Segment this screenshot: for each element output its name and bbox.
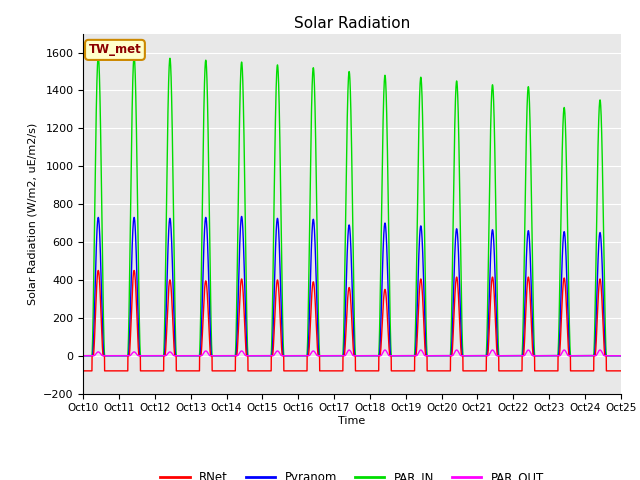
PAR_IN [334, 353, 342, 359]
Pyranom [595, 252, 602, 258]
RNet [262, 368, 270, 374]
PAR_IN [95, 53, 102, 59]
Pyranom [617, 353, 625, 359]
RNet [95, 267, 102, 273]
Line: Pyranom: Pyranom [83, 216, 621, 356]
Pyranom [237, 214, 245, 219]
PAR_IN [595, 134, 602, 140]
Title: Solar Radiation: Solar Radiation [294, 16, 410, 31]
RNet [595, 294, 602, 300]
Line: PAR_OUT: PAR_OUT [83, 350, 621, 356]
RNet [334, 368, 342, 374]
RNet [488, 282, 495, 288]
PAR_OUT [417, 347, 425, 353]
Legend: RNet, Pyranom, PAR_IN, PAR_OUT: RNet, Pyranom, PAR_IN, PAR_OUT [156, 466, 548, 480]
Line: PAR_IN: PAR_IN [83, 56, 621, 356]
Line: RNet: RNet [83, 270, 621, 371]
PAR_OUT [588, 353, 595, 359]
PAR_IN [588, 353, 595, 359]
PAR_IN [262, 353, 270, 359]
RNet [617, 368, 625, 374]
RNet [79, 368, 87, 374]
PAR_OUT [262, 353, 269, 359]
PAR_OUT [472, 353, 480, 359]
PAR_IN [472, 353, 480, 359]
Y-axis label: Solar Radiation (W/m2, uE/m2/s): Solar Radiation (W/m2, uE/m2/s) [28, 122, 37, 305]
Pyranom [472, 353, 480, 359]
RNet [588, 368, 595, 374]
PAR_OUT [617, 353, 625, 359]
X-axis label: Time: Time [339, 416, 365, 426]
PAR_IN [488, 97, 495, 103]
Pyranom [262, 353, 270, 359]
PAR_OUT [488, 348, 495, 354]
PAR_OUT [334, 353, 342, 359]
PAR_OUT [79, 353, 87, 359]
Pyranom [488, 236, 495, 242]
Pyranom [588, 353, 595, 359]
PAR_IN [617, 353, 625, 359]
PAR_OUT [595, 349, 602, 355]
RNet [472, 368, 480, 374]
PAR_IN [79, 353, 87, 359]
Pyranom [334, 353, 342, 359]
Pyranom [79, 353, 87, 359]
Text: TW_met: TW_met [88, 43, 141, 56]
